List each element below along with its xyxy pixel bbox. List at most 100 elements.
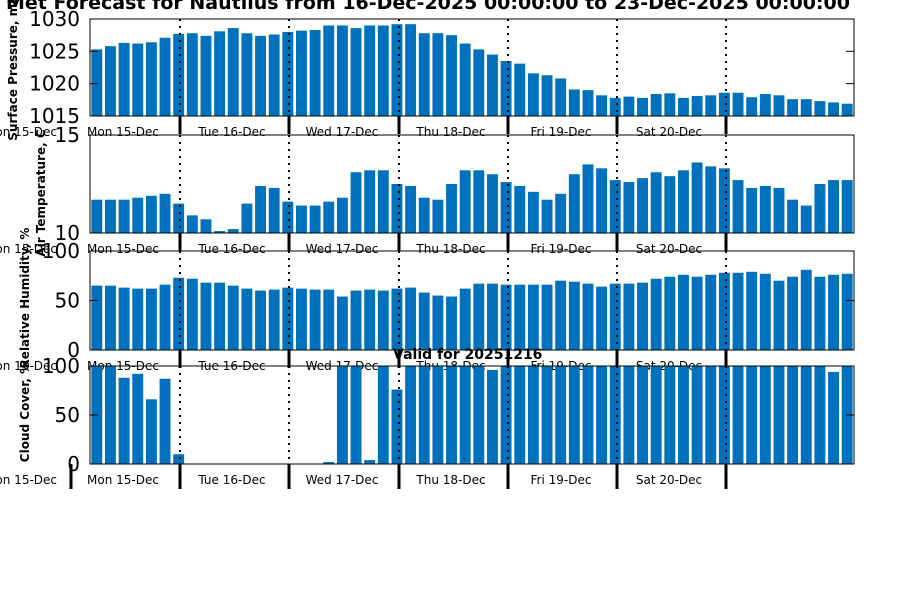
y-axis-label: Surface Pressure, mb: [6, 0, 20, 141]
bar: [296, 288, 307, 350]
x-tick-label: Sat 20-Dec: [636, 473, 702, 487]
x-tick-label: Tue 16-Dec: [197, 242, 265, 256]
bar: [91, 285, 103, 350]
bar: [623, 283, 635, 350]
bar: [787, 276, 799, 350]
bar: [487, 369, 498, 464]
bar: [705, 274, 717, 350]
bar: [814, 184, 826, 233]
bar: [732, 272, 744, 350]
bar: [145, 42, 157, 116]
bar: [200, 35, 212, 117]
bar: [718, 92, 730, 116]
bar: [568, 281, 580, 350]
bar: [841, 103, 853, 116]
x-tick-label: Sat 20-Dec: [636, 242, 702, 256]
bar: [773, 366, 785, 464]
bar: [609, 283, 621, 350]
bar: [350, 28, 362, 116]
bar: [841, 180, 853, 233]
bar: [678, 274, 689, 350]
bar: [377, 290, 389, 350]
bar: [487, 54, 498, 116]
bar: [718, 272, 730, 350]
bar: [787, 199, 799, 233]
bar: [323, 462, 335, 464]
bar: [527, 284, 539, 350]
bar: [541, 284, 553, 350]
bar: [105, 199, 116, 233]
bar: [541, 75, 553, 116]
bar: [391, 288, 403, 350]
bar: [173, 454, 185, 464]
bar: [596, 366, 608, 464]
bar: [650, 172, 662, 233]
bar: [227, 28, 239, 116]
bar: [405, 366, 417, 464]
bar: [541, 199, 553, 233]
bar: [336, 25, 348, 116]
bar: [828, 371, 839, 464]
x-tick-label: Wed 17-Dec: [306, 473, 379, 487]
bar: [105, 285, 116, 350]
bar: [787, 99, 799, 116]
bar: [323, 289, 335, 350]
bar: [186, 33, 198, 117]
bar: [800, 366, 812, 464]
x-tick-label: Mon 15-Dec: [87, 125, 159, 139]
bar: [350, 366, 362, 464]
y-tick-label: 50: [55, 403, 80, 427]
bar: [473, 283, 485, 350]
bar: [446, 184, 457, 233]
y-tick-label: 15: [55, 123, 80, 147]
bar: [841, 273, 853, 350]
valid-date-subtitle: Valid for 20251216: [393, 347, 542, 363]
bar: [145, 288, 157, 350]
y-tick-label: 10: [55, 221, 80, 245]
bar: [582, 90, 594, 116]
x-tick-label: Mon 15-Dec: [0, 359, 57, 373]
bar: [541, 366, 553, 464]
bar: [732, 366, 744, 464]
bar: [159, 37, 171, 116]
panel-1: 1015 1020 1025 1030 Mon 15-Dec Mon 15-Dec Tue …: [0, 0, 855, 141]
x-tick-label: Mon 15-Dec: [0, 125, 57, 139]
bar: [391, 184, 403, 233]
bar: [705, 95, 717, 116]
bar: [787, 366, 799, 464]
bar: [650, 278, 662, 350]
bar: [364, 25, 376, 116]
x-tick-label: Sat 20-Dec: [636, 125, 702, 139]
bar: [487, 283, 498, 350]
bar: [568, 174, 580, 233]
x-tick-label: Tue 16-Dec: [197, 473, 265, 487]
bar: [678, 366, 689, 464]
x-tick-label: Fri 19-Dec: [531, 473, 592, 487]
bar: [377, 25, 389, 116]
bar: [773, 280, 785, 350]
bar: [118, 377, 130, 464]
bar: [664, 366, 676, 464]
bar: [623, 366, 635, 464]
bar: [255, 290, 266, 350]
bar: [527, 73, 539, 116]
bar: [664, 93, 676, 116]
bar: [350, 290, 362, 350]
bar: [555, 193, 567, 233]
x-tick-label: Thu 18-Dec: [415, 473, 485, 487]
y-axis-label: Relative Humidity, %: [18, 228, 32, 369]
bar: [282, 201, 294, 233]
bar: [759, 273, 771, 350]
bar: [718, 366, 730, 464]
bar: [200, 282, 212, 350]
y-tick-label: 100: [42, 239, 80, 263]
x-tick-label: Wed 17-Dec: [306, 242, 379, 256]
bar: [241, 33, 253, 117]
bar: [691, 366, 703, 464]
bar: [705, 366, 717, 464]
plot-frame: [89, 134, 855, 234]
bar: [418, 292, 430, 350]
bar: [705, 166, 717, 233]
bar: [459, 43, 471, 116]
